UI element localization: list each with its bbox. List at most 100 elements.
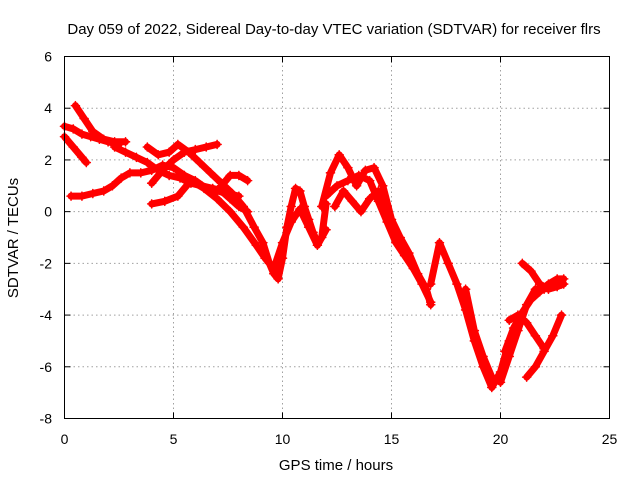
data-point: [330, 201, 340, 212]
data-point: [338, 186, 349, 196]
data-point: [234, 170, 244, 181]
data-point: [68, 142, 79, 152]
data-point: [452, 279, 462, 289]
x-axis-label: GPS time / hours: [279, 457, 393, 474]
data-point: [88, 126, 98, 137]
data-point: [79, 113, 89, 124]
data-point: [153, 149, 164, 160]
data-point: [347, 196, 358, 207]
data-point: [521, 318, 532, 328]
data-point: [530, 330, 541, 341]
data-point: [216, 180, 227, 191]
data-point: [273, 274, 283, 284]
data-point: [125, 168, 135, 178]
data-point: [164, 147, 174, 157]
y-tick-labels: -8 -6 -4 -2 0 2 4 6: [40, 49, 53, 427]
data-point: [526, 266, 536, 276]
data-point: [382, 201, 392, 212]
data-point: [66, 191, 76, 201]
data-point: [534, 279, 545, 289]
data-point: [478, 351, 488, 362]
data-point: [201, 142, 211, 152]
y-axis-label: SDTVAR / TECUs: [5, 178, 22, 298]
data-point: [556, 310, 567, 320]
data-point: [120, 137, 131, 147]
data-point: [286, 217, 297, 227]
data-point: [77, 152, 87, 163]
data-point: [183, 147, 194, 157]
data-point: [486, 372, 497, 382]
data-point: [157, 165, 168, 176]
series-band: [501, 275, 568, 355]
data-point: [212, 193, 222, 204]
data-point: [225, 170, 235, 181]
data-point: [190, 144, 201, 155]
data-point: [199, 183, 209, 194]
data-point: [364, 175, 375, 186]
data-point: [351, 180, 362, 191]
data-point: [212, 139, 222, 150]
data-point: [526, 294, 536, 305]
data-point: [364, 193, 375, 204]
data-point: [460, 284, 471, 295]
data-point: [425, 299, 436, 310]
x-tick-label: 10: [275, 431, 291, 447]
data-point: [168, 162, 179, 173]
data-point: [131, 152, 142, 163]
data-point: [70, 100, 81, 111]
data-point: [286, 201, 297, 212]
data-point: [116, 173, 126, 183]
data-point: [205, 168, 216, 178]
data-point: [443, 258, 453, 269]
series-track-12: [330, 186, 392, 217]
data-point: [321, 224, 331, 235]
data-point: [249, 222, 259, 232]
series-track-9: [216, 170, 253, 191]
data-point: [142, 157, 153, 168]
series-track-18: [504, 310, 549, 354]
data-point: [88, 188, 98, 199]
x-tick-label: 15: [384, 431, 400, 447]
data-point: [68, 124, 79, 134]
chart-title: Day 059 of 2022, Sidereal Day-to-day VTE…: [67, 21, 600, 38]
data-point: [77, 191, 87, 201]
data-point: [173, 191, 183, 201]
series-band: [318, 151, 435, 309]
series-track-2: [59, 131, 92, 168]
data-point: [486, 382, 497, 393]
data-point: [386, 214, 397, 225]
data-point: [504, 315, 515, 326]
y-tick-label: -4: [40, 307, 53, 323]
data-point: [173, 139, 183, 150]
data-point: [268, 263, 279, 274]
series-track-11: [316, 149, 436, 310]
data-point: [277, 237, 288, 248]
data-series: [59, 100, 569, 393]
data-point: [194, 157, 205, 168]
data-point: [521, 372, 532, 382]
data-point: [238, 222, 249, 232]
data-point: [412, 268, 423, 279]
y-tick-label: 6: [44, 49, 52, 65]
data-point: [295, 204, 305, 214]
x-tick-label: 25: [602, 431, 618, 447]
data-point: [332, 180, 342, 191]
data-point: [434, 237, 445, 248]
y-tick-label: 4: [44, 100, 52, 116]
y-tick-label: 0: [44, 204, 52, 220]
data-point: [303, 222, 314, 232]
data-point: [168, 155, 179, 165]
data-point: [360, 165, 371, 176]
data-point: [539, 343, 549, 354]
data-point: [316, 201, 327, 212]
data-point: [251, 240, 262, 251]
series-band: [61, 133, 90, 166]
data-point: [325, 168, 336, 178]
data-point: [159, 196, 170, 207]
series-track-8: [146, 175, 331, 274]
data-point: [395, 232, 406, 243]
data-point: [495, 377, 506, 388]
data-point: [242, 175, 253, 186]
data-point: [373, 186, 384, 196]
